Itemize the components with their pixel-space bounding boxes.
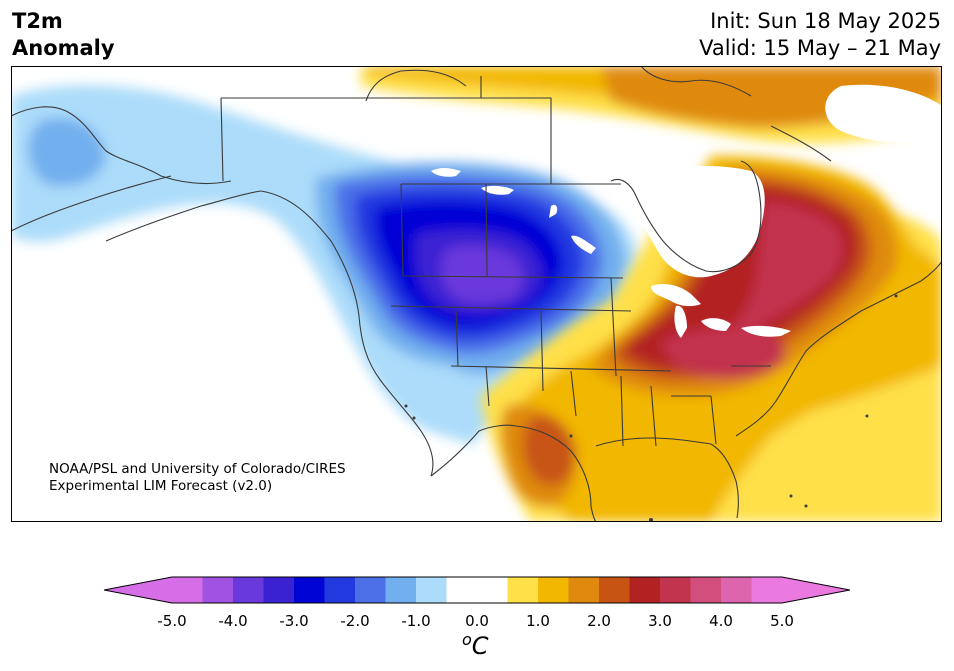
map-title: T2m Anomaly bbox=[12, 8, 115, 62]
colorbar-tick-label: 3.0 bbox=[648, 612, 672, 630]
colorbar-tick-label: -1.0 bbox=[401, 612, 431, 630]
colorbar-tick-label: -5.0 bbox=[157, 612, 187, 630]
coastal-islands bbox=[404, 294, 898, 522]
colorbar-tick-label: 4.0 bbox=[709, 612, 733, 630]
anomaly-map bbox=[11, 66, 942, 522]
map-frame bbox=[11, 66, 942, 522]
colorbar-segment bbox=[416, 577, 447, 603]
colorbar-segment bbox=[690, 577, 722, 603]
colorbar-segment bbox=[507, 577, 539, 603]
colorbar-tick-label: 1.0 bbox=[526, 612, 550, 630]
colorbar-segment bbox=[202, 577, 234, 603]
colorbar-tick-label: 0.0 bbox=[465, 612, 489, 630]
title-line-1: T2m bbox=[12, 9, 63, 33]
coastlines-and-borders bbox=[11, 66, 942, 522]
colorbar-tick-label: 5.0 bbox=[770, 612, 794, 630]
init-date: Init: Sun 18 May 2025 bbox=[710, 9, 941, 33]
colorbar-segment bbox=[477, 577, 508, 603]
colorbar-segment bbox=[324, 577, 356, 603]
lakes-and-hudson-bay bbox=[431, 84, 942, 338]
colorbar-tick-label: -3.0 bbox=[279, 612, 309, 630]
colorbar-segment bbox=[233, 577, 264, 603]
colorbar-outline bbox=[104, 576, 850, 604]
colorbar-tick-label: 2.0 bbox=[587, 612, 611, 630]
colorbar-segment bbox=[263, 577, 295, 603]
title-line-2: Anomaly bbox=[12, 36, 115, 60]
colorbar-segment bbox=[385, 577, 417, 603]
colorbar-segment bbox=[446, 577, 478, 603]
colorbar-segment bbox=[599, 577, 630, 603]
colorbar-segment bbox=[538, 577, 569, 603]
colorbar-segment bbox=[355, 577, 386, 603]
colorbar-segment bbox=[721, 577, 752, 603]
credit-line-2: Experimental LIM Forecast (v2.0) bbox=[49, 478, 273, 494]
colorbar-tick-label: -4.0 bbox=[218, 612, 248, 630]
cold-anomaly-field bbox=[11, 85, 641, 446]
valid-range: Valid: 15 May – 21 May bbox=[699, 36, 941, 60]
degree-sup: o bbox=[462, 630, 472, 649]
colorbar bbox=[104, 576, 850, 604]
colorbar-unit: oC bbox=[462, 630, 489, 660]
colorbar-segment bbox=[660, 577, 691, 603]
colorbar-over-arrow bbox=[782, 577, 850, 603]
warm-anomaly-field bbox=[361, 66, 942, 522]
unit-base: C bbox=[471, 632, 489, 660]
colorbar-tick-label: -2.0 bbox=[340, 612, 370, 630]
colorbar-segment bbox=[629, 577, 661, 603]
colorbar-segment bbox=[568, 577, 600, 603]
colorbar-segment bbox=[751, 577, 783, 603]
forecast-dates: Init: Sun 18 May 2025 Valid: 15 May – 21… bbox=[699, 8, 941, 62]
credit-text: NOAA/PSL and University of Colorado/CIRE… bbox=[49, 461, 346, 495]
colorbar-segment bbox=[294, 577, 325, 603]
credit-line-1: NOAA/PSL and University of Colorado/CIRE… bbox=[49, 461, 346, 477]
colorbar-under-arrow bbox=[104, 577, 172, 603]
colorbar-segment bbox=[172, 577, 203, 603]
